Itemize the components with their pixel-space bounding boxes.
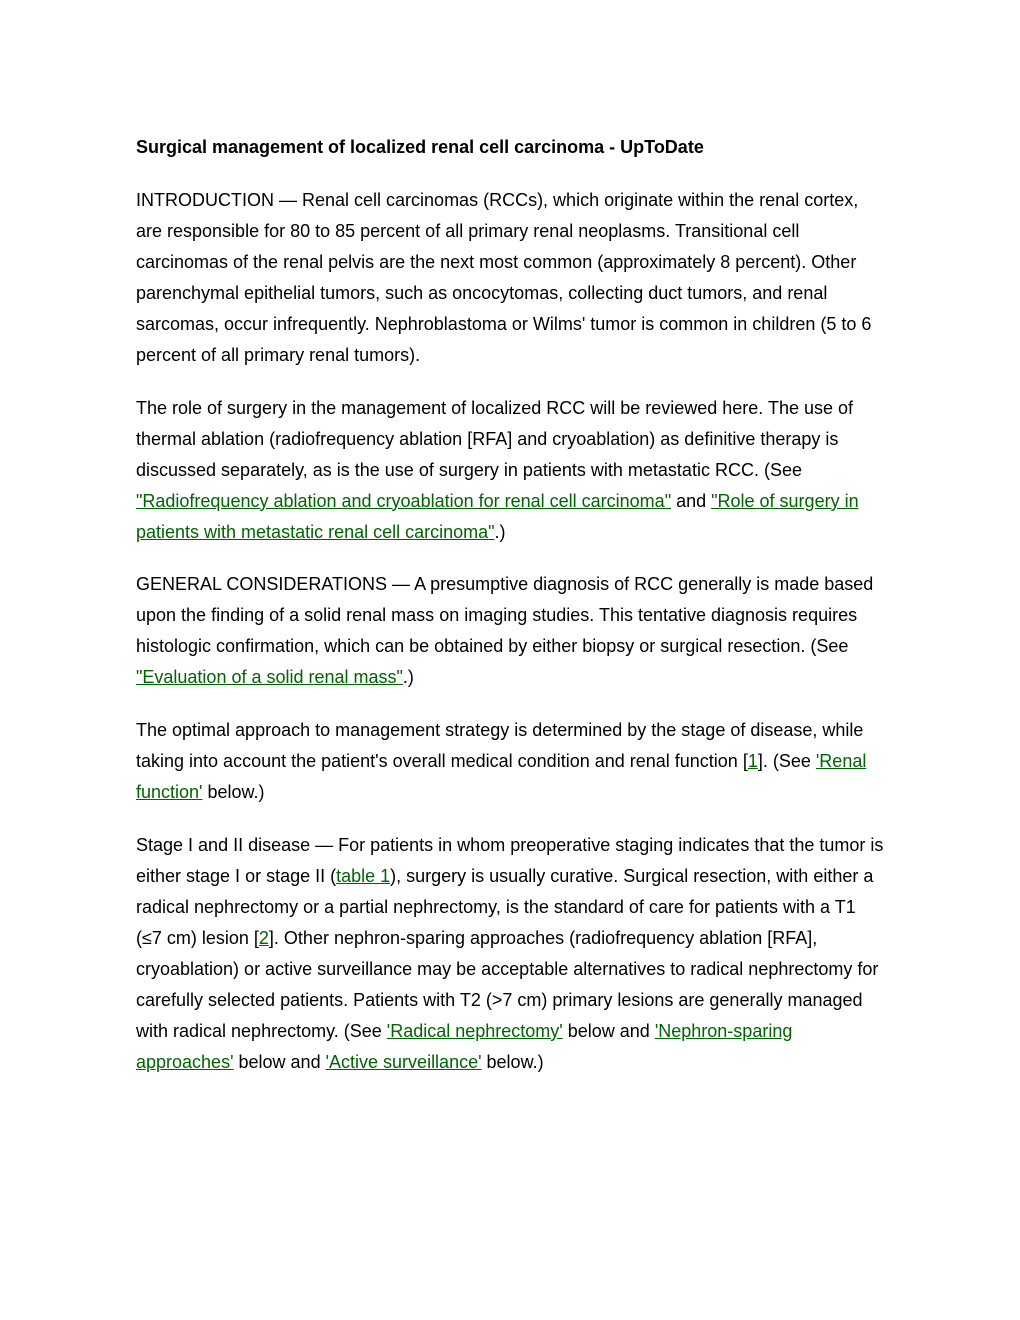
intro-prefix: INTRODUCTION — [136,190,302,210]
link-evaluation-solid-renal-mass[interactable]: "Evaluation of a solid renal mass" [136,667,403,687]
stage-text-4: below and [563,1021,655,1041]
stage-text-5: below and [234,1052,326,1072]
stage-paragraph: Stage I and II disease — For patients in… [136,830,884,1078]
stage-prefix: Stage I and II disease — [136,835,338,855]
link-radical-nephrectomy[interactable]: 'Radical nephrectomy' [387,1021,563,1041]
intro-paragraph: INTRODUCTION — Renal cell carcinomas (RC… [136,185,884,371]
page-title: Surgical management of localized renal c… [136,134,884,161]
link-table-1[interactable]: table 1 [336,866,390,886]
role-paragraph: The role of surgery in the management of… [136,393,884,548]
role-text-1: The role of surgery in the management of… [136,398,853,480]
intro-text: Renal cell carcinomas (RCCs), which orig… [136,190,871,365]
link-radiofrequency-ablation[interactable]: "Radiofrequency ablation and cryoablatio… [136,491,671,511]
optimal-text-2: ]. (See [758,751,816,771]
stage-text-6: below.) [482,1052,544,1072]
general-paragraph: GENERAL CONSIDERATIONS — A presumptive d… [136,569,884,693]
document-page: Surgical management of localized renal c… [0,0,1020,1180]
ref-link-1[interactable]: 1 [748,751,758,771]
ref-link-2[interactable]: 2 [259,928,269,948]
general-prefix: GENERAL CONSIDERATIONS — [136,574,414,594]
optimal-paragraph: The optimal approach to management strat… [136,715,884,808]
general-text-2: .) [403,667,414,687]
optimal-text-3: below.) [202,782,264,802]
role-text-3: .) [495,522,506,542]
link-active-surveillance[interactable]: 'Active surveillance' [326,1052,482,1072]
role-text-2: and [671,491,711,511]
